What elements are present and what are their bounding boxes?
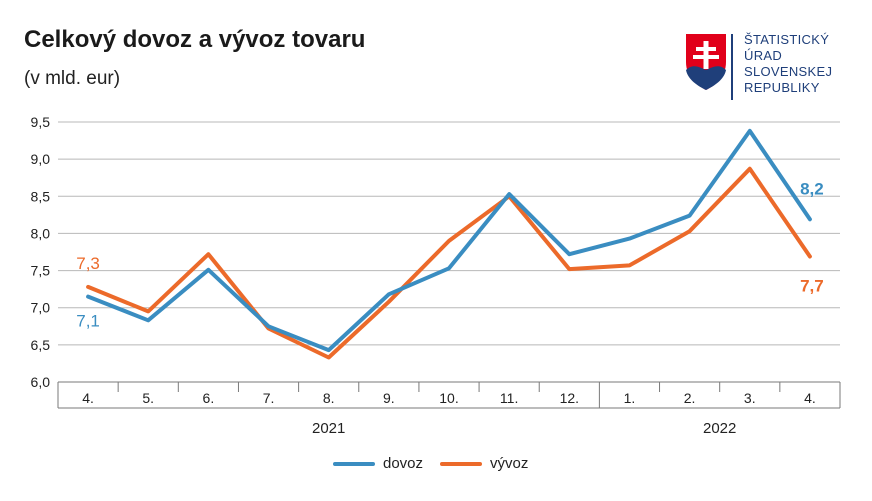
x-tick-label: 12. bbox=[560, 390, 579, 406]
year-group-label: 2021 bbox=[312, 420, 345, 437]
y-tick-label: 6,5 bbox=[31, 337, 51, 353]
x-tick-label: 4. bbox=[82, 390, 94, 406]
legend-item-vyvoz: vývoz bbox=[440, 455, 528, 472]
series-line-vyvoz bbox=[86, 166, 812, 360]
y-tick-label: 7,5 bbox=[31, 263, 51, 279]
logo-divider bbox=[731, 34, 733, 100]
x-tick-label: 6. bbox=[203, 390, 215, 406]
x-tick-label: 4. bbox=[804, 390, 816, 406]
legend-item-dovoz: dovoz bbox=[333, 455, 423, 472]
legend: dovoz vývoz bbox=[0, 455, 872, 475]
x-tick-label: 8. bbox=[323, 390, 335, 406]
logo-line: ÚRAD bbox=[744, 48, 783, 63]
data-label: 8,2 bbox=[800, 179, 824, 198]
legend-swatch bbox=[333, 461, 375, 466]
legend-label: dovoz bbox=[383, 455, 424, 472]
x-tick-label: 5. bbox=[142, 390, 154, 406]
statistics-office-logo bbox=[686, 34, 726, 90]
legend-swatch bbox=[440, 461, 482, 466]
y-tick-label: 8,5 bbox=[31, 188, 51, 204]
import-export-line-chart: 6,0 6,5 7,0 7,5 8,0 8,5 9,0 9,5 4. 5. 6. 7. 8. 9. 10. 1… bbox=[31, 114, 841, 437]
logo-line: SLOVENSKEJ bbox=[744, 64, 833, 79]
y-tick-label: 7,0 bbox=[31, 300, 51, 316]
series-line-dovoz bbox=[86, 128, 812, 353]
chart-title: Celkový dovoz a vývoz tovaru bbox=[24, 26, 366, 53]
data-label: 7,1 bbox=[76, 312, 100, 331]
y-tick-label: 9,5 bbox=[31, 114, 51, 130]
y-tick-label: 9,0 bbox=[31, 151, 51, 167]
x-tick-label: 7. bbox=[263, 390, 275, 406]
chart-subtitle: (v mld. eur) bbox=[24, 68, 121, 89]
year-group-label: 2022 bbox=[703, 420, 736, 437]
x-tick-label: 9. bbox=[383, 390, 395, 406]
legend-label: vývoz bbox=[490, 455, 529, 472]
y-tick-label: 8,0 bbox=[31, 225, 51, 241]
x-tick-label: 11. bbox=[500, 390, 518, 406]
x-tick-label: 2. bbox=[684, 390, 696, 406]
data-label: 7,7 bbox=[800, 276, 824, 295]
data-label: 7,3 bbox=[76, 254, 100, 273]
x-tick-label: 3. bbox=[744, 390, 756, 406]
y-tick-label: 6,0 bbox=[31, 374, 51, 390]
x-tick-label: 1. bbox=[624, 390, 636, 406]
x-tick-label: 10. bbox=[439, 390, 458, 406]
logo-line: ŠTATISTICKÝ bbox=[744, 32, 830, 47]
logo-text: ŠTATISTICKÝ ÚRAD SLOVENSKEJ REPUBLIKY bbox=[744, 32, 832, 96]
logo-line: REPUBLIKY bbox=[744, 80, 820, 95]
